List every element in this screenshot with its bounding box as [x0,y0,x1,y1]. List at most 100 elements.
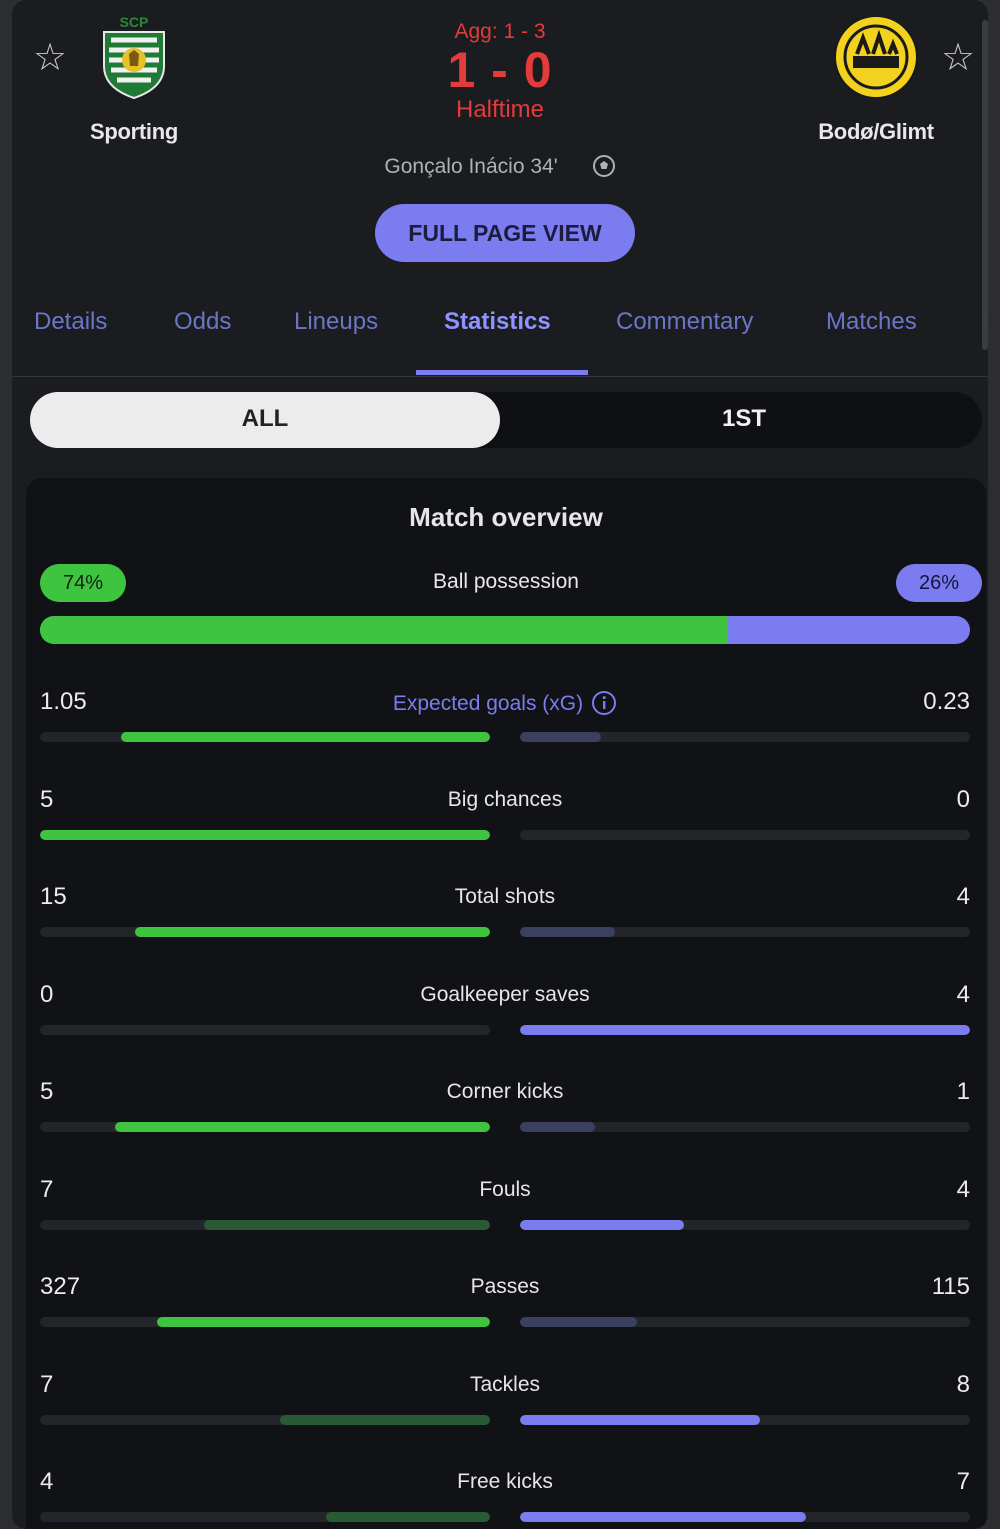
info-icon[interactable] [591,690,617,716]
stat-label[interactable]: Expected goals (xG) [40,690,970,716]
away-team[interactable]: Bodø/Glimt [776,14,976,145]
home-stat-value: 5 [40,785,54,813]
stat-label: Passes [40,1275,970,1299]
away-stat-fill [520,1122,595,1132]
tab-details[interactable]: Details [34,308,108,335]
possession-label: Ball possession [433,570,579,593]
home-stat-fill [134,927,490,937]
full-page-view-button[interactable]: FULL PAGE VIEW [375,204,635,262]
card-title: Match overview [409,502,603,532]
home-stat-value: 327 [40,1273,81,1300]
away-stat-fill [520,1414,760,1425]
goal-scorer-row: Gonçalo Inácio 34' [12,154,988,179]
stat-label: Big chances [40,788,970,812]
away-stat-value: 8 [956,1370,970,1398]
stat-label-text: Free kicks [457,1470,553,1493]
match-panel: ☆ ☆ SCP Sporting Bodø/Glimt Agg: 1 - 3 1… [12,0,988,1529]
favorite-away-star-icon[interactable]: ☆ [940,37,976,79]
home-possession-fill [40,616,729,644]
football-icon [592,155,615,177]
away-possession-badge: 26% [896,564,982,602]
favorite-home-star-icon[interactable]: ☆ [32,37,68,79]
away-stat-fill [520,1024,970,1035]
stat-row: 4 Free kicks 7 [40,1468,970,1529]
stat-label-text: Goalkeeper saves [420,982,590,1006]
stat-row: 1.05 Expected goals (xG) 0.23 [40,688,970,758]
svg-text:SCP: SCP [120,14,149,30]
home-team-name: Sporting [89,119,179,144]
stat-row: 7 Fouls 4 [40,1176,970,1246]
tab-matches[interactable]: Matches [826,308,917,335]
home-stat-fill [40,829,490,840]
home-stat-fill [115,1122,490,1132]
stat-row: 5 Corner kicks 1 [40,1078,970,1148]
home-stat-track [40,1219,490,1230]
score-block: Agg: 1 - 3 1 - 0 Halftime [12,20,988,124]
home-stat-track [40,1414,490,1425]
away-stat-fill [520,1512,807,1522]
period-first-half-button[interactable]: 1ST [721,405,766,432]
stat-label: Free kicks [40,1470,970,1494]
home-stat-value: 1.05 [40,688,87,715]
bodo-glimt-logo-icon [834,15,918,99]
home-stat-track [40,1024,490,1035]
scrollbar[interactable] [982,20,988,350]
stat-label-text: Big chances [447,787,563,811]
live-score: 1 - 0 [447,42,553,98]
stat-label: Corner kicks [40,1080,970,1104]
away-team-name: Bodø/Glimt [818,119,934,144]
aggregate-score: Agg: 1 - 3 [454,20,546,43]
home-stat-fill [326,1512,490,1522]
away-stat-track [520,1219,970,1230]
active-tab-indicator [416,370,588,375]
tab-odds[interactable]: Odds [174,308,232,335]
stat-row: 0 Goalkeeper saves 4 [40,981,970,1051]
away-stat-track [520,829,970,840]
stat-row: 7 Tackles 8 [40,1371,970,1441]
home-stat-value: 4 [40,1468,54,1495]
away-stat-value: 0 [956,785,970,813]
stat-label-text: Tackles [469,1372,541,1396]
away-stat-fill [520,732,601,742]
home-stat-value: 7 [40,1175,54,1203]
tab-bar: Details Odds Lineups Statistics Commenta… [12,300,988,377]
home-stat-fill [120,732,490,742]
stat-label: Tackles [40,1373,970,1397]
home-team[interactable]: SCP Sporting [34,14,234,145]
stat-label: Fouls [40,1178,970,1202]
tab-commentary[interactable]: Commentary [616,308,754,335]
stat-row: 15 Total shots 4 [40,883,970,953]
home-stat-value: 15 [40,883,67,910]
tab-statistics[interactable]: Statistics [444,308,551,335]
home-stat-track [40,1317,490,1327]
away-stat-value: 0.23 [923,688,970,715]
stat-row: 5 Big chances 0 [40,786,970,856]
home-stat-value: 0 [40,980,54,1008]
home-stat-track [40,1512,490,1522]
match-overview-card: Match overview 74% Ball possession 26% 1… [26,478,986,1529]
home-stat-track [40,732,490,742]
goal-scorer: Gonçalo Inácio 34' [384,155,558,178]
home-stat-value: 5 [40,1078,54,1105]
home-stat-fill [280,1414,490,1425]
possession-bar [40,616,970,644]
stat-label-text: Fouls [479,1177,531,1201]
away-stat-fill [520,927,615,937]
period-toggle: ALL 1ST [30,392,982,448]
tab-lineups[interactable]: Lineups [294,308,379,335]
home-stat-fill [157,1317,490,1327]
home-possession-badge: 74% [40,564,126,602]
home-stat-value: 7 [40,1370,54,1398]
away-stat-fill [520,1219,684,1230]
away-stat-track [520,732,970,742]
away-stat-value: 7 [956,1468,970,1495]
away-stat-value: 115 [931,1273,970,1300]
home-stat-fill [203,1219,490,1230]
away-stat-value: 4 [956,1175,970,1203]
tab-more[interactable]: M [986,308,988,336]
stat-row: 327 Passes 115 [40,1273,970,1343]
period-all-button[interactable]: ALL [30,392,500,448]
match-status: Halftime [455,96,545,123]
away-stat-track [520,1512,970,1522]
away-stat-value: 4 [956,883,970,910]
